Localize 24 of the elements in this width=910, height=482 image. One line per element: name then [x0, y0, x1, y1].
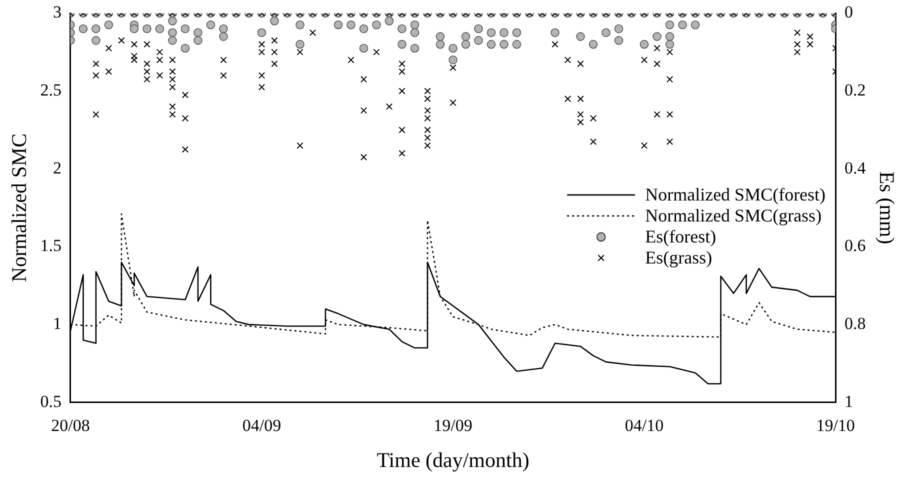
legend-label: Normalized SMC(forest) — [645, 184, 826, 205]
y2-tick-label: 0.8 — [844, 314, 866, 334]
y-tick-label: 2.5 — [40, 80, 62, 100]
y-tick-label: 2 — [52, 158, 62, 178]
x-tick-label: 04/09 — [242, 416, 282, 436]
y-tick-label: 0.5 — [40, 392, 62, 411]
y-tick-label: 1.5 — [40, 236, 62, 256]
y2-tick-label: 1 — [844, 392, 854, 411]
y2-tick-label: 0 — [844, 2, 854, 22]
x-axis-title: Time (day/month) — [376, 448, 530, 472]
legend-label: Normalized SMC(grass) — [645, 206, 822, 226]
x-tick-label: 04/10 — [624, 416, 664, 436]
x-tick-label: 19/10 — [816, 416, 855, 436]
y2-tick-label: 0.6 — [844, 236, 866, 256]
y2-axis-title: Es (mm) — [874, 171, 899, 244]
y-axis-title: Normalized SMC — [7, 133, 32, 282]
legend-label: Es(grass) — [645, 248, 712, 268]
y-tick-label: 3 — [52, 2, 62, 22]
x-tick-label: 19/09 — [434, 416, 472, 436]
legend-label: Es(forest) — [645, 226, 716, 247]
x-tick-label: 20/08 — [51, 416, 90, 436]
y-tick-label: 1 — [52, 314, 62, 334]
y2-tick-label: 0.2 — [844, 80, 866, 100]
y2-tick-label: 0.4 — [844, 158, 866, 178]
